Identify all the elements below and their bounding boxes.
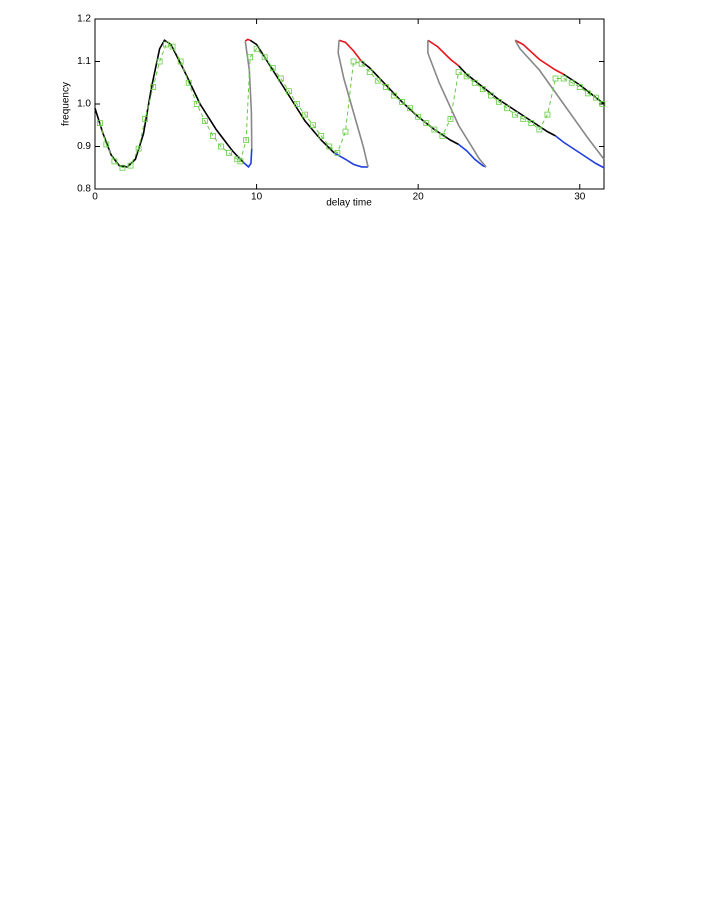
y-tick-label: 0.8 — [77, 184, 91, 195]
marker — [156, 58, 163, 65]
curve — [457, 65, 556, 137]
marker — [310, 122, 317, 129]
y-tick-label: 1.1 — [77, 56, 91, 67]
marker — [391, 92, 397, 99]
marker — [318, 132, 325, 139]
marker — [142, 115, 148, 122]
marker — [496, 98, 502, 105]
curve — [244, 38, 251, 42]
y-tick-label: 0.9 — [77, 141, 91, 152]
marker — [576, 84, 583, 90]
marker — [407, 105, 413, 112]
marker — [210, 132, 216, 139]
marker — [201, 118, 208, 124]
curve — [243, 148, 253, 169]
marker — [261, 54, 268, 61]
marker — [185, 79, 192, 86]
marker — [374, 77, 381, 84]
curve — [555, 135, 605, 169]
curve — [338, 39, 363, 62]
marker — [544, 111, 551, 118]
marker — [560, 75, 567, 82]
marker — [512, 111, 519, 118]
curve — [249, 39, 335, 154]
curve — [94, 39, 245, 168]
marker — [536, 126, 543, 133]
marker — [96, 120, 103, 127]
marker — [237, 158, 244, 165]
marker — [463, 73, 470, 80]
curve — [333, 152, 369, 168]
marker — [302, 111, 308, 118]
marker — [177, 58, 184, 65]
curve — [514, 39, 605, 160]
x-axis-label: delay time — [326, 198, 372, 209]
marker — [552, 75, 559, 82]
marker — [169, 43, 176, 50]
marker — [127, 162, 134, 169]
marker — [439, 132, 446, 139]
marker — [350, 58, 357, 65]
marker-line — [99, 43, 603, 169]
curve — [563, 73, 605, 105]
marker — [342, 128, 349, 135]
marker — [150, 84, 157, 90]
marker — [584, 90, 591, 97]
marker — [455, 69, 462, 76]
marker — [431, 126, 438, 133]
curve — [514, 39, 564, 75]
marker — [593, 94, 599, 101]
marker — [286, 88, 292, 95]
marker — [358, 60, 365, 67]
marker — [568, 79, 575, 86]
marker — [334, 149, 341, 156]
marker — [528, 120, 535, 127]
y-tick-label: 1.0 — [77, 99, 91, 110]
marker — [487, 92, 494, 99]
x-tick-label: 30 — [574, 192, 586, 203]
marker — [326, 143, 333, 150]
x-tick-label: 10 — [251, 192, 263, 203]
marker — [103, 141, 110, 148]
marker — [243, 137, 249, 144]
x-tick-label: 0 — [92, 192, 98, 203]
marker — [415, 113, 422, 120]
marker — [253, 45, 260, 52]
marker — [247, 54, 254, 61]
marker — [399, 98, 405, 105]
curve — [337, 40, 369, 168]
marker — [119, 164, 126, 171]
curve — [427, 40, 487, 168]
marker — [269, 64, 276, 71]
marker — [479, 86, 486, 93]
curve — [427, 39, 460, 67]
y-tick-label: 1.2 — [77, 14, 91, 25]
marker — [277, 75, 284, 82]
marker — [423, 120, 430, 127]
marker — [504, 105, 510, 112]
marker — [218, 143, 224, 150]
marker — [163, 41, 169, 48]
y-axis-label: frequency — [61, 82, 72, 126]
marker — [135, 145, 142, 152]
marker — [193, 101, 200, 107]
marker — [382, 84, 389, 90]
marker — [111, 158, 118, 165]
curve — [458, 143, 487, 168]
marker — [226, 149, 233, 156]
marker — [366, 69, 373, 76]
marker — [520, 115, 527, 122]
marker — [599, 101, 606, 107]
marker — [447, 115, 454, 122]
x-tick-label: 20 — [413, 192, 425, 203]
marker — [471, 79, 478, 86]
marker — [294, 101, 300, 107]
